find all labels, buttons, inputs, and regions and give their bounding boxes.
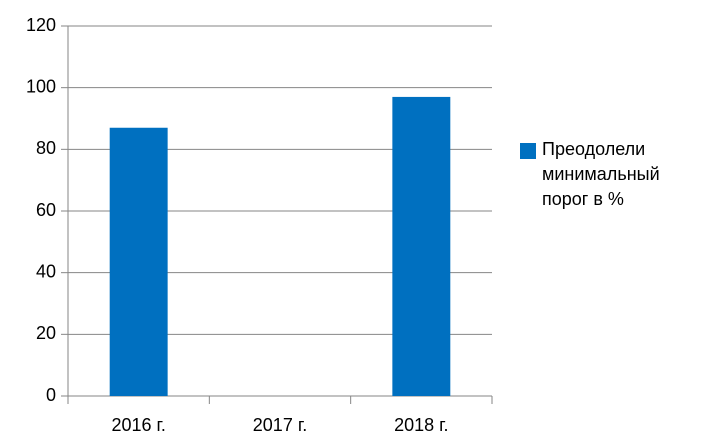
y-tick-label: 80 [36,138,56,158]
x-tick-label: 2017 г. [253,415,307,435]
bar [392,96,451,397]
x-tick-label: 2018 г. [394,415,448,435]
legend-swatch [520,143,536,159]
y-tick-label: 20 [36,323,56,343]
bar [109,127,168,396]
x-tick-label: 2016 г. [111,415,165,435]
y-tick-label: 60 [36,200,56,220]
legend-label: Преодолели минимальный порог в % [542,139,660,209]
y-tick-label: 0 [46,385,56,405]
y-tick-label: 100 [26,76,56,96]
y-tick-label: 120 [26,15,56,35]
y-tick-label: 40 [36,261,56,281]
